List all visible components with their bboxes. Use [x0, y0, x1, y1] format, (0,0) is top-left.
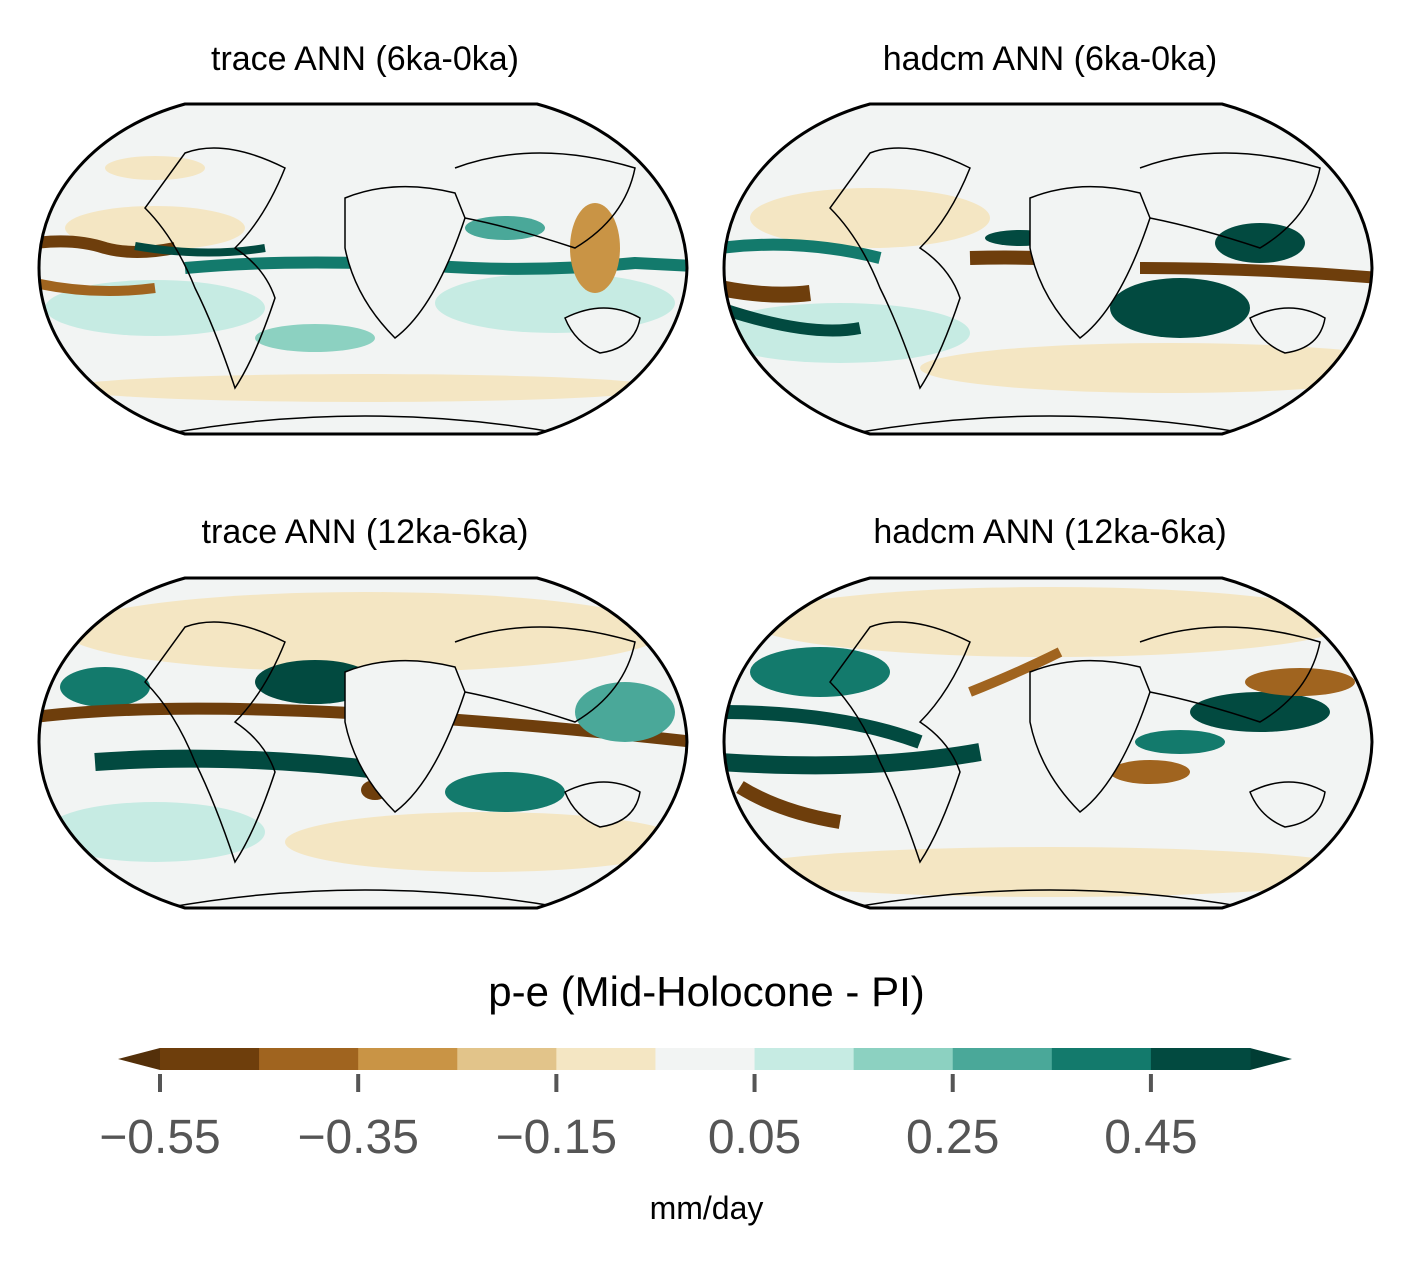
colorbar-bin	[952, 1048, 1053, 1070]
colorbar-tick-label: 0.45	[1104, 1111, 1198, 1164]
colorbar-bin	[754, 1048, 855, 1070]
colorbar-bin	[259, 1048, 359, 1070]
panel-title-trace-12ka: trace ANN (12ka-6ka)	[201, 513, 529, 551]
colorbar-tick-label: 0.05	[707, 1111, 802, 1164]
map-trace-12ka	[37, 576, 689, 910]
colorbar-bin	[556, 1048, 656, 1070]
colorbar-title: p-e (Mid-Holocone - PI)	[488, 968, 925, 1015]
colorbar-units: mm/day	[649, 1190, 764, 1226]
colorbar-bin	[358, 1048, 458, 1070]
colorbar-bin	[655, 1048, 756, 1070]
colorbar-tick-label: −0.15	[495, 1111, 618, 1164]
colorbar	[118, 1048, 1292, 1092]
map-trace-6ka	[37, 102, 689, 436]
colorbar-bin	[853, 1048, 954, 1070]
colorbar-extend-high	[1250, 1048, 1292, 1070]
colorbar-tick-label: −0.35	[297, 1111, 419, 1164]
panel-title-hadcm-12ka: hadcm ANN (12ka-6ka)	[873, 513, 1227, 551]
colorbar-tick-label: 0.25	[906, 1111, 1000, 1164]
colorbar-bin	[1150, 1048, 1251, 1070]
colorbar-bin	[1051, 1048, 1152, 1070]
colorbar-bin	[457, 1048, 557, 1070]
panel-title-trace-6ka: trace ANN (6ka-0ka)	[211, 40, 519, 78]
map-hadcm-12ka	[722, 576, 1374, 910]
colorbar-bin	[160, 1048, 260, 1070]
map-hadcm-6ka	[722, 102, 1374, 436]
panel-title-hadcm-6ka: hadcm ANN (6ka-0ka)	[882, 40, 1218, 78]
colorbar-extend-low	[118, 1048, 160, 1070]
colorbar-tick-label: −0.55	[99, 1111, 221, 1164]
